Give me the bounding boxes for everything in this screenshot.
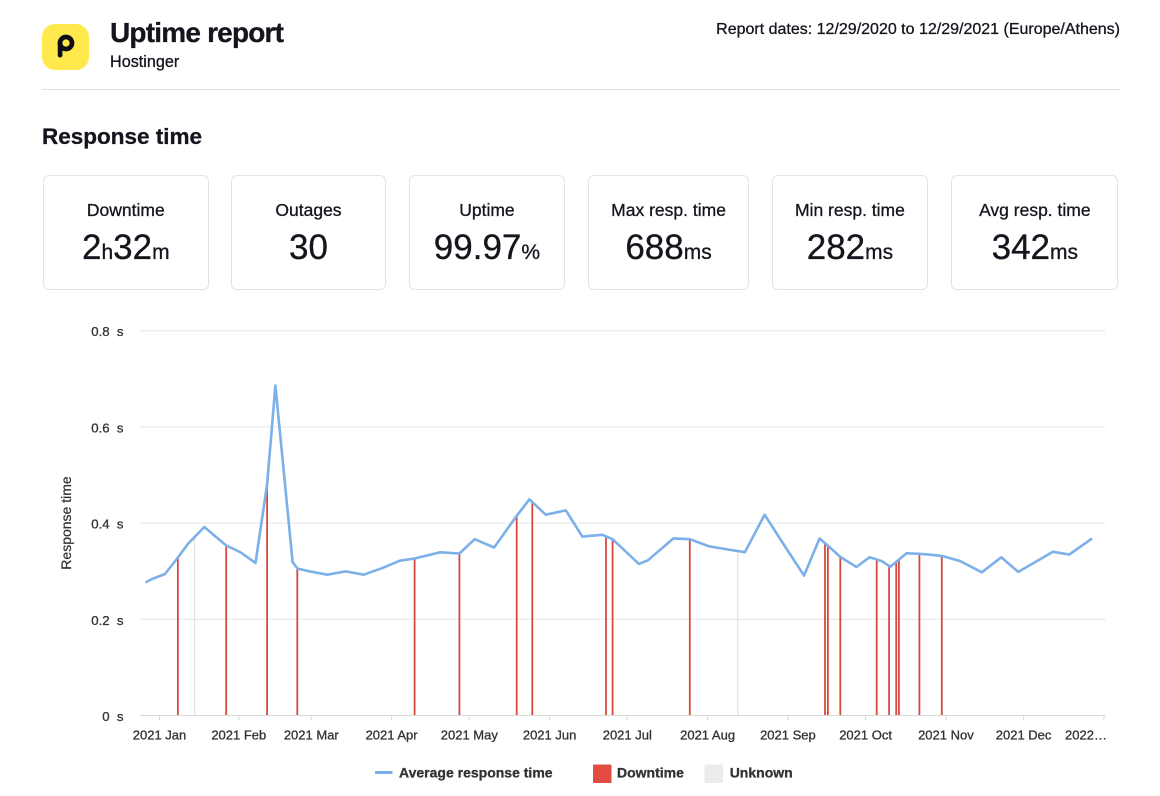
svg-text:2021 Nov: 2021 Nov [918,728,974,743]
svg-text:2021 Jan: 2021 Jan [133,728,187,743]
svg-text:Unknown: Unknown [730,765,793,781]
svg-text:2022…: 2022… [1065,728,1107,743]
svg-text:2021 Aug: 2021 Aug [680,728,735,743]
svg-text:2021 Sep: 2021 Sep [760,728,816,743]
svg-text:0.8 s: 0.8 s [91,324,124,339]
svg-text:Downtime: Downtime [617,765,684,781]
svg-text:2021 Jun: 2021 Jun [523,728,577,743]
svg-text:0.6 s: 0.6 s [91,420,124,435]
svg-text:Average response time: Average response time [399,765,553,781]
svg-text:2021 May: 2021 May [441,728,499,743]
svg-text:2021 Apr: 2021 Apr [366,728,419,743]
svg-text:2021 Mar: 2021 Mar [284,728,340,743]
svg-text:0.2 s: 0.2 s [91,613,124,628]
svg-text:0 s: 0 s [102,709,124,724]
svg-text:Response time: Response time [58,476,74,570]
svg-text:2021 Oct: 2021 Oct [839,728,892,743]
svg-text:2021 Feb: 2021 Feb [211,728,266,743]
svg-text:2021 Dec: 2021 Dec [996,728,1052,743]
svg-text:0.4 s: 0.4 s [91,517,124,532]
svg-text:2021 Jul: 2021 Jul [603,728,652,743]
